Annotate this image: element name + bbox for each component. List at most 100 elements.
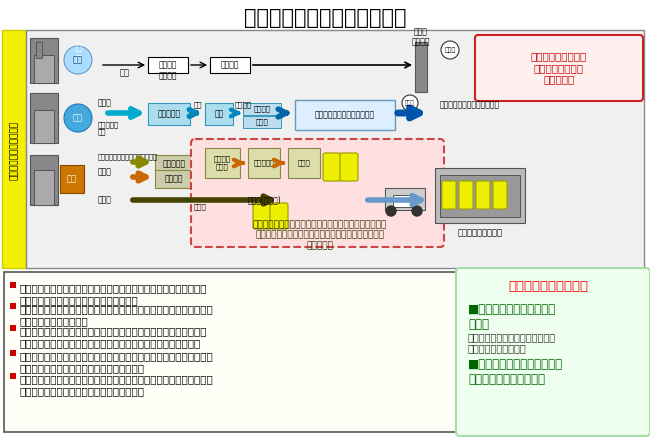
Bar (10, 303, 16, 309)
Bar (34, 170, 54, 205)
Text: 洗濯水: 洗濯水 (98, 98, 112, 108)
Circle shape (386, 206, 396, 216)
Text: の貯蔵容量を超えないように、処理、貯蔵、運搬、廃棄等を実施: の貯蔵容量を超えないように、処理、貯蔵、運搬、廃棄等を実施 (20, 338, 202, 348)
Bar (30, 93, 58, 143)
FancyBboxPatch shape (340, 153, 358, 181)
Bar (243, 116, 281, 128)
FancyBboxPatch shape (456, 268, 650, 436)
Bar (148, 57, 188, 73)
Text: 建屋換気: 建屋換気 (159, 72, 177, 80)
Bar (385, 188, 425, 210)
Bar (36, 42, 42, 58)
Text: 貯蔵タンク: 貯蔵タンク (162, 160, 185, 169)
Text: 液体: 液体 (73, 114, 83, 122)
Text: 放射性廃棄物として扱う必要のないものは、法律の手続き及び確認を: 放射性廃棄物として扱う必要のないものは、法律の手続き及び確認を (20, 374, 214, 384)
Text: 添加剤: 添加剤 (255, 119, 268, 125)
Circle shape (64, 46, 92, 74)
Text: 必要に応じて汚染拡大防止囲い、局所フィルタ、局所排風機等による: 必要に応じて汚染拡大防止囲い、局所フィルタ、局所排風機等による (20, 304, 214, 314)
Bar (205, 148, 240, 178)
Bar (155, 155, 193, 173)
Text: 焼却灰: 焼却灰 (194, 204, 207, 210)
FancyBboxPatch shape (475, 35, 643, 101)
Text: 棄物処理設備において適切に管理して処理: 棄物処理設備において適切に管理して処理 (20, 295, 138, 305)
Bar (210, 57, 250, 73)
Text: 洗濯水以外
の水: 洗濯水以外 の水 (98, 121, 119, 135)
Bar (2, 30, 26, 268)
Text: 放射性廃棄物は放射能レベルに応じて適切に区分して管理し、廃止措: 放射性廃棄物は放射能レベルに応じて適切に区分して管理し、廃止措 (20, 351, 214, 361)
Text: 不燃物: 不燃物 (98, 195, 112, 205)
Text: 解体作業等に伴い発生する気体廃棄物及び液体廃棄物は、既設の廃: 解体作業等に伴い発生する気体廃棄物及び液体廃棄物は、既設の廃 (20, 283, 207, 293)
Text: 汚泥: 汚泥 (194, 102, 202, 108)
Text: 過蒸発缶: 過蒸発缶 (254, 106, 270, 112)
Text: フィルタ: フィルタ (221, 60, 239, 69)
Text: 外気: 外気 (120, 69, 130, 77)
Text: フィルタ: フィルタ (159, 60, 177, 69)
Bar (295, 100, 395, 130)
Text: 焼却設備: 焼却設備 (164, 174, 183, 184)
Bar (248, 148, 280, 178)
FancyBboxPatch shape (476, 181, 490, 209)
Text: （処分事業については現在検討が
行われているところ）: （処分事業については現在検討が 行われているところ） (468, 332, 556, 354)
Bar (10, 282, 16, 288)
Text: 貯蔵タンク: 貯蔵タンク (254, 160, 274, 166)
Text: 気体: 気体 (73, 55, 83, 65)
Bar (288, 148, 320, 178)
Text: 冷却用海水とともに海へ放出: 冷却用海水とともに海へ放出 (440, 101, 500, 110)
Text: ■クリアランスレベル以下の
解体撤去物の再利用方法: ■クリアランスレベル以下の 解体撤去物の再利用方法 (468, 358, 563, 386)
Text: 可燃物: 可燃物 (98, 167, 112, 177)
Text: 今後、具体化する事項: 今後、具体化する事項 (508, 280, 588, 292)
Bar (243, 103, 281, 115)
Bar (30, 155, 58, 205)
Text: 放射性廃棄物の処理処分方針: 放射性廃棄物の処理処分方針 (244, 8, 406, 28)
FancyBboxPatch shape (323, 153, 341, 181)
FancyBboxPatch shape (191, 139, 444, 247)
Text: 万蒸: 万蒸 (214, 110, 224, 118)
Bar (393, 195, 413, 207)
Bar (34, 110, 54, 143)
Text: 敷地内に安全に貯蔵: 敷地内に安全に貯蔵 (458, 229, 502, 237)
Bar (10, 350, 16, 356)
Bar (60, 165, 84, 193)
FancyBboxPatch shape (253, 203, 271, 229)
Text: 放射能を消滅させ安全を確認: 放射能を消滅させ安全を確認 (315, 111, 375, 119)
Circle shape (402, 95, 418, 111)
Bar (148, 103, 190, 125)
Text: 固体: 固体 (67, 174, 77, 184)
Text: 解体撤去工事で発生する放射性廃棄物の貯蔵量が固体廃棄物貯蔵庫: 解体撤去工事で発生する放射性廃棄物の貯蔵量が固体廃棄物貯蔵庫 (20, 326, 207, 336)
Circle shape (412, 206, 422, 216)
Bar (34, 55, 54, 83)
FancyBboxPatch shape (270, 203, 288, 229)
Text: 汚染拡散防止対策を実施: 汚染拡散防止対策を実施 (20, 316, 89, 326)
Text: 放射性気体及び液体
廃棄物は運転中と
同様の管理: 放射性気体及び液体 廃棄物は運転中と 同様の管理 (531, 52, 587, 85)
Text: 経て搬出し、可能な限り再利用するよう努力: 経て搬出し、可能な限り再利用するよう努力 (20, 386, 145, 396)
Bar (30, 38, 58, 83)
Text: 気
体: 気 体 (75, 41, 81, 63)
Text: モニタ: モニタ (405, 100, 415, 106)
Text: 置の終了までに廃棄事業者の廃棄施設に廃棄: 置の終了までに廃棄事業者の廃棄施設に廃棄 (20, 363, 145, 373)
Bar (26, 30, 644, 268)
Bar (435, 168, 525, 223)
Bar (440, 175, 520, 217)
Circle shape (441, 41, 459, 59)
Bar (205, 103, 233, 125)
Circle shape (64, 104, 92, 132)
Text: 廃止措置計画に係る工事を安全・確実に行うため、廃棄
物の処理に係る必要な装備の導入により処理処分方法
を一部変更: 廃止措置計画に係る工事を安全・確実に行うため、廃棄 物の処理に係る必要な装備の導… (253, 220, 387, 250)
Bar (155, 170, 193, 188)
Text: 濃縮廃液
タンク: 濃縮廃液 タンク (213, 156, 231, 170)
Text: 高蒸発水: 高蒸発水 (235, 102, 252, 108)
Text: 洗濯タンク: 洗濯タンク (157, 110, 181, 118)
Text: モニタ: モニタ (445, 47, 456, 53)
Text: ■放射性廃棄物の廃棄先の
明確化: ■放射性廃棄物の廃棄先の 明確化 (468, 303, 556, 331)
Bar (10, 373, 16, 379)
Text: 排気筒
から放出: 排気筒 から放出 (411, 27, 430, 47)
Bar (4, 272, 456, 432)
FancyBboxPatch shape (493, 181, 507, 209)
Text: 固化体(廃棄体): 固化体(廃棄体) (247, 195, 281, 205)
Text: フィルタスラッジ・使用済樹脂等: フィルタスラッジ・使用済樹脂等 (98, 154, 158, 160)
FancyBboxPatch shape (442, 181, 456, 209)
Text: 運転中の処理処分フロー: 運転中の処理処分フロー (10, 121, 18, 180)
FancyBboxPatch shape (459, 181, 473, 209)
Text: 固化器: 固化器 (298, 160, 311, 166)
Bar (415, 42, 427, 92)
Bar (10, 325, 16, 331)
